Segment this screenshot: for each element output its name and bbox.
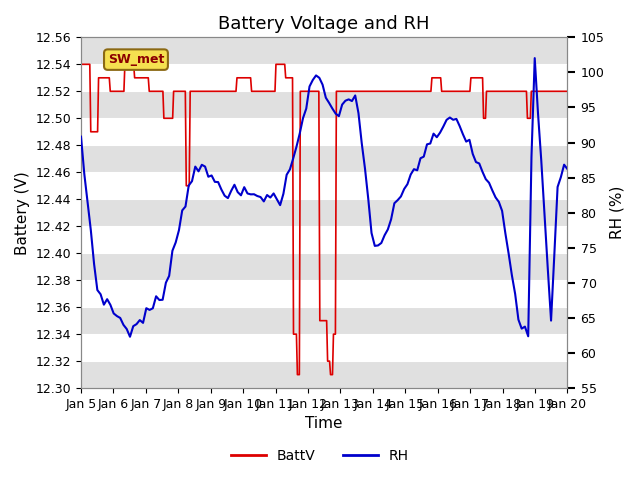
Bar — [81, 37, 568, 64]
BattV — [367, 88, 375, 94]
BattV — [312, 88, 320, 94]
X-axis label: Time: Time — [305, 417, 343, 432]
Line: RH: RH — [81, 58, 568, 337]
Bar — [81, 145, 568, 172]
Text: SW_met: SW_met — [108, 53, 164, 66]
Title: Battery Voltage and RH: Battery Voltage and RH — [218, 15, 430, 33]
Bar — [81, 91, 568, 118]
Y-axis label: RH (%): RH (%) — [610, 186, 625, 240]
Bar — [81, 199, 568, 226]
RH — [355, 110, 362, 116]
BattV — [553, 88, 561, 94]
RH — [564, 166, 572, 172]
RH — [273, 196, 281, 202]
RH — [241, 184, 248, 190]
BattV — [564, 88, 572, 94]
RH — [482, 176, 490, 182]
RH — [77, 134, 85, 140]
Bar — [81, 253, 568, 280]
BattV — [77, 61, 85, 67]
BattV — [477, 75, 484, 81]
BattV — [309, 88, 317, 94]
RH — [126, 334, 134, 340]
RH — [335, 113, 343, 119]
Bar — [81, 361, 568, 388]
Line: BattV: BattV — [81, 64, 568, 374]
RH — [417, 156, 424, 161]
BattV — [294, 372, 301, 377]
RH — [531, 55, 539, 61]
Legend: BattV, RH: BattV, RH — [225, 443, 415, 468]
Y-axis label: Battery (V): Battery (V) — [15, 171, 30, 254]
Bar — [81, 307, 568, 334]
BattV — [341, 88, 349, 94]
